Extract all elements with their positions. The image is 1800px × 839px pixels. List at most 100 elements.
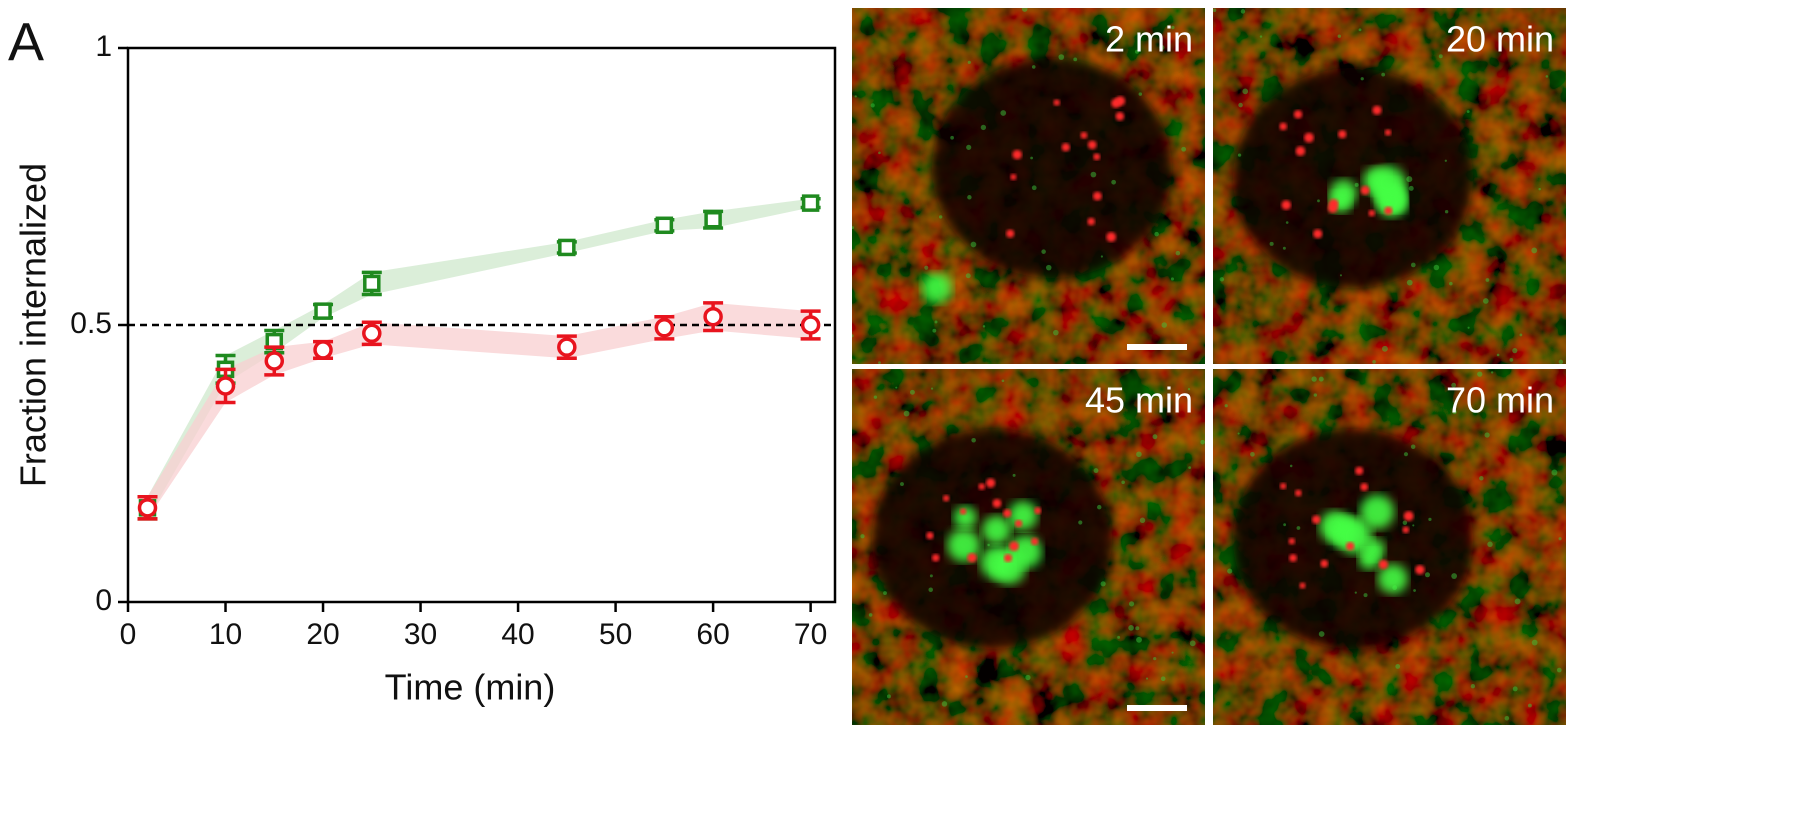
red-dot bbox=[1294, 489, 1302, 497]
micrograph bbox=[852, 369, 1205, 725]
green-speckle bbox=[1358, 28, 1362, 32]
green-speckle bbox=[1512, 686, 1518, 692]
marker bbox=[557, 337, 577, 357]
green-speckle bbox=[1283, 523, 1287, 527]
green-speckle bbox=[1504, 715, 1510, 721]
green-speckle bbox=[1451, 573, 1458, 579]
green-speckle bbox=[1406, 279, 1413, 286]
marker bbox=[313, 340, 333, 360]
marker bbox=[363, 274, 381, 293]
red-dot bbox=[926, 531, 934, 540]
red-dot bbox=[1087, 217, 1095, 226]
red-dot bbox=[1360, 483, 1369, 491]
x-tick-label: 60 bbox=[696, 618, 729, 651]
green-speckle bbox=[1224, 404, 1228, 408]
green-speckle bbox=[1363, 593, 1368, 598]
red-dot bbox=[1372, 105, 1382, 115]
time-label: 70 min bbox=[1446, 380, 1554, 421]
red-dot bbox=[1320, 559, 1329, 568]
error-band bbox=[147, 198, 811, 519]
red-dot bbox=[1368, 209, 1375, 217]
green-speckle bbox=[1438, 54, 1443, 59]
green-speckle bbox=[1339, 274, 1342, 277]
green-blob bbox=[1360, 494, 1395, 529]
green-speckle bbox=[1360, 77, 1364, 81]
green-speckle bbox=[873, 395, 878, 399]
green-speckle bbox=[1145, 677, 1149, 680]
green-speckle bbox=[1078, 520, 1083, 525]
green-speckle bbox=[1551, 469, 1558, 476]
red-dot bbox=[1304, 132, 1314, 143]
green-speckle bbox=[1451, 382, 1457, 388]
green-speckle bbox=[1242, 88, 1249, 95]
green-speckle bbox=[1269, 241, 1274, 246]
red-dot bbox=[985, 478, 996, 488]
red-dot bbox=[942, 494, 950, 502]
green-speckle bbox=[1134, 49, 1140, 54]
green-speckle bbox=[1558, 359, 1564, 364]
red-dot bbox=[931, 553, 940, 562]
red-dot bbox=[1030, 537, 1039, 546]
green-speckle bbox=[1213, 8, 1217, 13]
green-speckle bbox=[1467, 326, 1470, 329]
green-speckle bbox=[1100, 255, 1103, 258]
marker bbox=[801, 194, 820, 212]
green-speckle bbox=[970, 241, 977, 248]
green-speckle bbox=[1479, 476, 1484, 481]
green-speckle bbox=[1410, 262, 1416, 268]
green-speckle bbox=[1138, 92, 1143, 96]
red-dot bbox=[1299, 582, 1306, 589]
marker bbox=[558, 238, 576, 257]
green-speckle bbox=[1403, 452, 1409, 457]
marker bbox=[314, 302, 332, 320]
green-speckle bbox=[878, 361, 881, 364]
red-dot bbox=[1295, 146, 1306, 156]
green-speckle bbox=[1444, 209, 1449, 214]
green-speckle bbox=[950, 135, 954, 140]
green-speckle bbox=[1021, 8, 1028, 12]
red-dot bbox=[1311, 515, 1321, 524]
green-speckle bbox=[1395, 663, 1401, 669]
green-speckle bbox=[1531, 639, 1538, 646]
green-speckle bbox=[1496, 353, 1500, 357]
red-dot bbox=[1012, 149, 1022, 160]
green-speckle bbox=[1237, 153, 1242, 157]
green-blob bbox=[921, 272, 953, 304]
green-speckle bbox=[1519, 333, 1523, 337]
red-dot bbox=[1010, 173, 1017, 181]
green-speckle bbox=[934, 320, 938, 324]
x-tick-label: 50 bbox=[599, 618, 632, 651]
green-speckle bbox=[1073, 57, 1078, 62]
red-dot bbox=[1338, 130, 1347, 139]
red-dot bbox=[992, 498, 1002, 508]
green-speckle bbox=[1025, 674, 1031, 681]
green-speckle bbox=[1000, 110, 1007, 116]
green-speckle bbox=[1200, 439, 1205, 445]
green-speckle bbox=[1466, 110, 1470, 114]
marker bbox=[704, 210, 722, 229]
green-speckle bbox=[1240, 9, 1246, 14]
green-speckle bbox=[941, 701, 948, 707]
time-label: 20 min bbox=[1446, 19, 1554, 60]
green-speckle bbox=[1001, 379, 1005, 383]
green-speckle bbox=[1514, 598, 1521, 605]
red-dot bbox=[1014, 519, 1023, 528]
marker bbox=[654, 318, 675, 338]
red-dot bbox=[1106, 232, 1117, 242]
red-dot bbox=[1403, 511, 1414, 522]
red-dot bbox=[1402, 526, 1410, 534]
x-tick-label: 10 bbox=[209, 618, 242, 651]
green-speckle bbox=[1188, 466, 1192, 470]
micrograph bbox=[1213, 369, 1566, 725]
green-speckle bbox=[1556, 667, 1562, 673]
marker bbox=[362, 323, 382, 344]
time-label: 2 min bbox=[1105, 19, 1193, 60]
red-dot bbox=[1288, 537, 1296, 545]
red-dot bbox=[1279, 482, 1287, 490]
marker bbox=[215, 376, 236, 396]
green-speckle bbox=[886, 694, 891, 699]
green-speckle bbox=[1354, 182, 1359, 187]
green-speckle bbox=[1372, 360, 1376, 364]
green-speckle bbox=[1490, 371, 1494, 374]
green-speckle bbox=[1135, 626, 1140, 631]
